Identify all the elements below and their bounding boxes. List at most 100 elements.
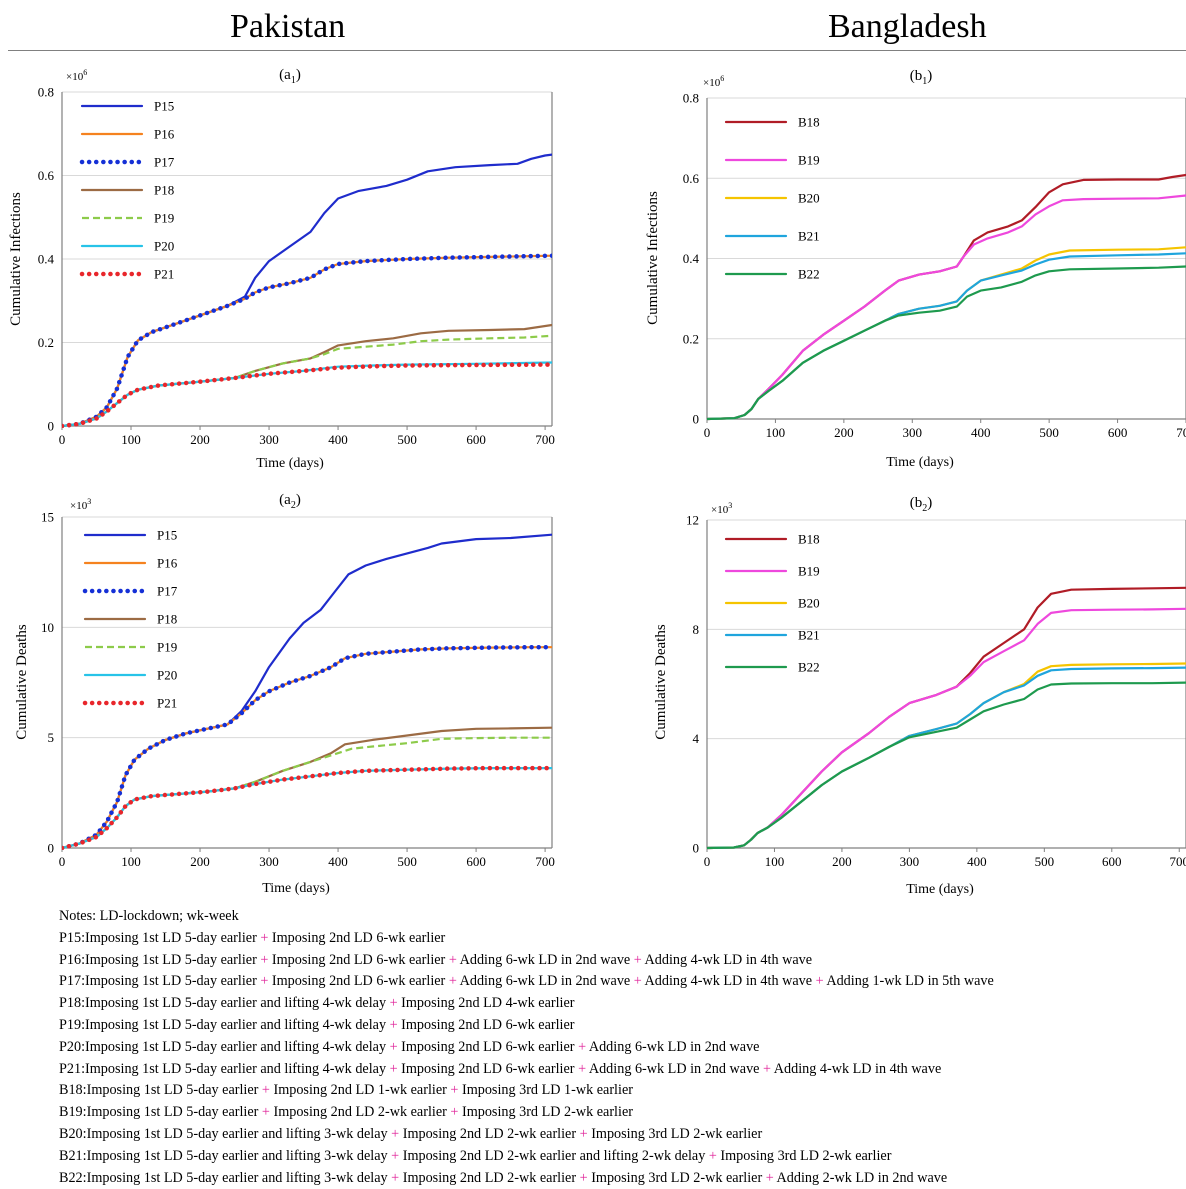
- x-tick-label: 300: [259, 854, 279, 869]
- note-label: P18:: [59, 995, 86, 1012]
- series-line-p16: [62, 646, 552, 850]
- legend-label-p20: P20: [157, 668, 177, 683]
- x-tick-label: 400: [328, 854, 348, 869]
- plus-sign: +: [445, 973, 460, 990]
- x-tick-label: 0: [704, 854, 711, 869]
- note-p16: P16:Imposing 1st LD 5-day earlier + Impo…: [59, 950, 1179, 972]
- legend-label-p15: P15: [154, 99, 174, 114]
- y-tick-label: 0.2: [38, 335, 54, 350]
- y-axis-label: Cumulative Deaths: [653, 624, 669, 740]
- note-part: Imposing 1st LD 5-day earlier: [86, 1104, 259, 1121]
- chart-title: (a2): [279, 492, 301, 511]
- notes-header: Notes: LD-lockdown; wk-week: [59, 906, 1179, 928]
- x-tick-label: 100: [121, 432, 141, 447]
- note-b18: B18:Imposing 1st LD 5-day earlier + Impo…: [59, 1080, 1179, 1102]
- chart-a1-infections-pakistan: 0 100 200 300 400 500 600 700 0 0.2 0.4 0.6 0.8 (a1) ×…: [8, 67, 555, 471]
- plus-sign: +: [258, 1104, 274, 1121]
- country-title-pakistan: Pakistan: [230, 8, 346, 45]
- series-line-b18: [707, 586, 1186, 850]
- note-part: Imposing 1st LD 5-day earlier: [86, 1082, 259, 1099]
- series-line-p15: [62, 533, 552, 850]
- note-part: Imposing 1st LD 5-day earlier and liftin…: [86, 1169, 388, 1186]
- legend-label-p16: P16: [157, 556, 178, 571]
- note-part: Adding 6-wk LD in 2nd wave: [459, 973, 631, 990]
- x-tick-label: 300: [259, 432, 279, 447]
- x-tick-label: 400: [971, 425, 991, 440]
- plus-sign: +: [759, 1060, 774, 1077]
- x-tick-label: 500: [1035, 854, 1055, 869]
- x-axis-label: Time (days): [256, 456, 324, 471]
- plus-sign: +: [812, 973, 827, 990]
- y-tick-label: 0.8: [683, 91, 699, 106]
- note-p15: P15:Imposing 1st LD 5-day earlier + Impo…: [59, 928, 1179, 950]
- plus-sign: +: [256, 973, 272, 990]
- note-b20: B20:Imposing 1st LD 5-day earlier and li…: [59, 1124, 1179, 1146]
- y-tick-label: 0.8: [38, 85, 54, 100]
- plus-sign: +: [705, 1147, 721, 1164]
- note-label: B21:: [59, 1147, 87, 1164]
- note-part: Imposing 1st LD 5-day earlier and liftin…: [86, 1147, 388, 1164]
- note-part: Imposing 3rd LD 2-wk earlier: [461, 1104, 633, 1121]
- x-tick-label: 100: [766, 425, 786, 440]
- series-line-b19: [707, 194, 1186, 421]
- legend-label-p16: P16: [154, 127, 175, 142]
- plus-sign: +: [258, 1082, 274, 1099]
- note-label: P19:: [59, 1016, 86, 1033]
- legend-label-b18: B18: [798, 532, 820, 547]
- note-part: Imposing 2nd LD 6-wk earlier: [271, 973, 446, 990]
- legend-label-p19: P19: [154, 211, 174, 226]
- country-title-bangladesh: Bangladesh: [828, 8, 987, 45]
- note-part: Imposing 2nd LD 6-wk earlier: [401, 1016, 575, 1033]
- note-part: Imposing 1st LD 5-day earlier and liftin…: [86, 1125, 388, 1142]
- x-tick-label: 600: [1102, 854, 1122, 869]
- y-axis-label: Cumulative Infections: [645, 191, 661, 325]
- series-line-b21: [707, 666, 1186, 850]
- y-tick-label: 10: [41, 620, 54, 635]
- y-tick-label: 0: [48, 419, 55, 434]
- note-part: Adding 6-wk LD in 2nd wave: [588, 1060, 760, 1077]
- x-tick-label: 0: [59, 432, 66, 447]
- header-divider: [8, 50, 1186, 51]
- series-line-p21: [62, 765, 552, 850]
- note-label: P21:: [59, 1060, 86, 1077]
- y-multiplier: ×106: [66, 68, 87, 83]
- plus-sign: +: [574, 1038, 589, 1055]
- x-tick-label: 400: [967, 854, 987, 869]
- legend-label-p20: P20: [154, 239, 174, 254]
- legend-label-b20: B20: [798, 596, 820, 611]
- series-line-p17: [62, 253, 552, 428]
- note-part: Imposing 2nd LD 2-wk earlier: [402, 1125, 577, 1142]
- series-line-p16: [62, 254, 552, 428]
- plus-sign: +: [576, 1125, 592, 1142]
- x-tick-label: 600: [466, 432, 486, 447]
- note-part: Imposing 3rd LD 2-wk earlier: [720, 1147, 892, 1164]
- note-part: Imposing 2nd LD 4-wk earlier: [401, 995, 575, 1012]
- chart-title: (b1): [910, 68, 933, 87]
- note-part: Imposing 2nd LD 6-wk earlier: [401, 1038, 575, 1055]
- y-tick-label: 0.2: [683, 331, 699, 346]
- x-tick-label: 700: [1170, 854, 1186, 869]
- legend-label-b18: B18: [798, 115, 820, 130]
- series-line-b19: [707, 607, 1186, 850]
- note-label: Notes: LD-lockdown; wk-week: [59, 908, 239, 924]
- y-tick-label: 0: [693, 412, 700, 427]
- note-part: Adding 4-wk LD in 4th wave: [644, 951, 813, 968]
- plus-sign: +: [630, 973, 645, 990]
- series-group: [62, 533, 552, 850]
- x-axis-label: Time (days): [262, 881, 330, 896]
- x-tick-label: 400: [328, 432, 348, 447]
- x-axis-label: Time (days): [906, 882, 974, 897]
- plus-sign: +: [445, 951, 460, 968]
- note-part: Adding 6-wk LD in 2nd wave: [588, 1038, 760, 1055]
- note-part: Imposing 2nd LD 6-wk earlier: [271, 951, 446, 968]
- note-part: Imposing 1st LD 5-day earlier and liftin…: [85, 995, 387, 1012]
- note-part: Imposing 1st LD 5-day earlier and liftin…: [85, 1060, 387, 1077]
- series-line-b22: [707, 265, 1186, 421]
- chart-b2-deaths-bangladesh: 0 100 200 300 400 500 600 700 0 4 8 12 (b2) ×103 Cumul…: [653, 495, 1186, 897]
- note-label: P15:: [59, 929, 86, 946]
- legend: B18 B19 B20 B21 B22: [724, 532, 820, 675]
- x-tick-label: 100: [765, 854, 785, 869]
- note-label: B22:: [59, 1169, 87, 1186]
- plus-sign: +: [446, 1082, 462, 1099]
- x-tick-label: 700: [535, 854, 555, 869]
